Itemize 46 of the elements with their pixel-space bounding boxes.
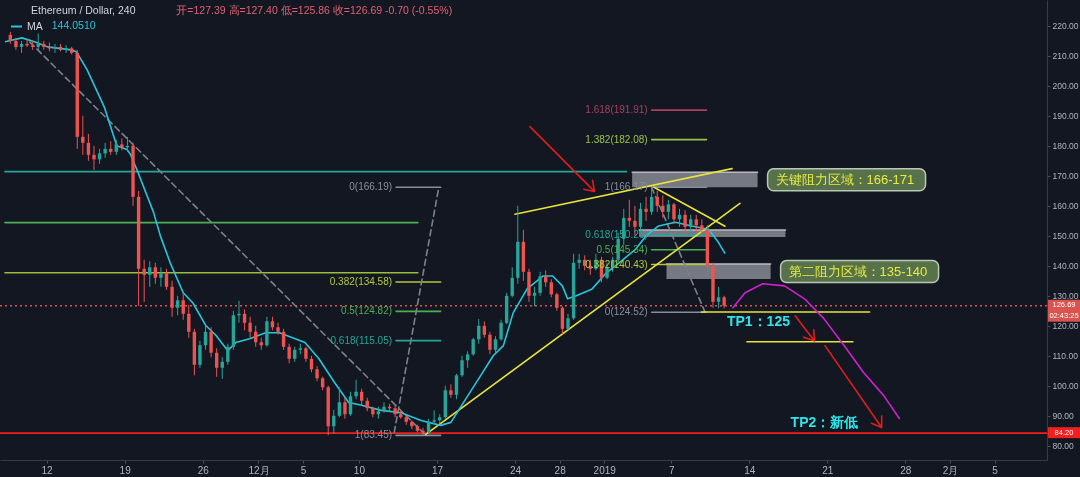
annotation: TP2：新低 (790, 414, 859, 431)
y-tick-label: 100.00 (1052, 381, 1079, 392)
y-tick-label: 210.00 (1052, 51, 1079, 62)
x-tick-label: 24 (509, 464, 522, 476)
y-tick-label: 160.00 (1052, 201, 1079, 212)
x-tick-label: 5 (992, 464, 999, 476)
x-tick-label: 10 (353, 464, 366, 476)
x-tick-label: 14 (744, 464, 756, 476)
series-label: 0.5(124.82) (340, 305, 393, 317)
series-label: 关键阻力区域：166-171 (775, 171, 915, 187)
x-tick-label: 26 (197, 464, 210, 476)
series-label: 0.618(115.05) (330, 334, 393, 346)
y-tick-label: 150.00 (1052, 231, 1079, 242)
x-tick-label: 28 (554, 464, 567, 476)
y-tick-label: 120.00 (1052, 321, 1079, 332)
chart-subtitle: 开=127.39 高=127.40 低=125.86 收=126.69 -0.70 (-0.55%) (176, 4, 453, 16)
x-tick-label: 7 (668, 464, 675, 476)
x-tick-label: 28 (900, 464, 912, 476)
x-tick-label: 17 (431, 464, 444, 476)
y-tick-label: 130.00 (1052, 291, 1079, 302)
x-tick-label: 2019 (593, 464, 617, 476)
y-tick-label: 140.00 (1052, 261, 1079, 272)
annotation: 144.0510 (51, 19, 96, 31)
legend-label: MA (27, 19, 43, 32)
series-label: 第二阻力区域：135-140 (788, 263, 928, 279)
series-label: 0(124.52) (604, 306, 648, 318)
x-tick-label: 12 (41, 464, 54, 476)
y-tick-label: 80.00 (1052, 441, 1075, 452)
y-tick-label: 220.00 (1052, 21, 1079, 32)
x-tick-label: 12月 (248, 464, 270, 476)
y-tick-label: 190.00 (1052, 111, 1079, 122)
series-label: 0(166.19) (349, 181, 393, 193)
annotation: TP1：125 (726, 313, 791, 329)
series-label: 1.618(191.91) (585, 104, 648, 116)
x-tick-label: 5 (300, 464, 307, 476)
y-tick-label: 170.00 (1052, 171, 1079, 182)
x-tick-label: 19 (119, 464, 132, 476)
x-tick-label: 2月 (942, 464, 959, 476)
y-tick-label: 200.00 (1052, 81, 1079, 92)
y-tick-label: 180.00 (1052, 141, 1079, 152)
y-tick-label: 90.00 (1052, 411, 1075, 422)
series-label: 0.382(134.58) (329, 276, 393, 288)
chart-title: Ethereum / Dollar, 240 (31, 4, 136, 16)
x-tick-label: 21 (822, 464, 834, 476)
y-tick-label: 110.00 (1052, 351, 1079, 362)
series-label: 1.382(182.08) (585, 133, 648, 145)
